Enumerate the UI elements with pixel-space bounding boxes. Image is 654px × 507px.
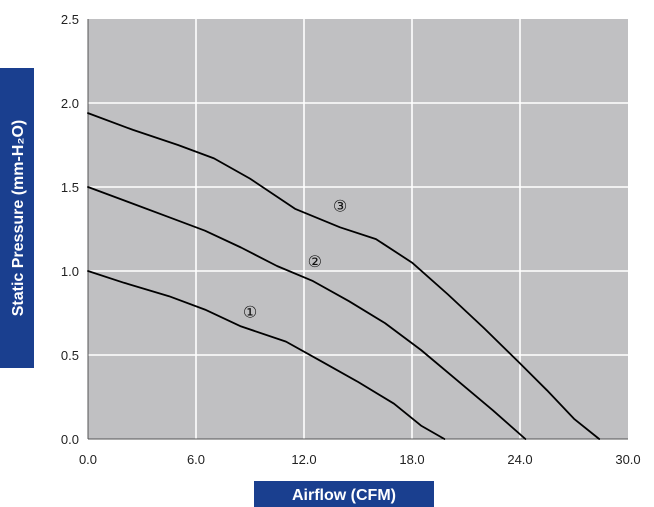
x-axis-title-text: Airflow (CFM) [292, 487, 396, 504]
x-tick-labels: 0.0 6.0 12.0 18.0 24.0 30.0 [79, 452, 641, 467]
x-tick-label: 0.0 [79, 452, 97, 467]
curves [87, 112, 601, 440]
grid-lines [88, 19, 628, 439]
y-tick-label: 0.5 [61, 348, 79, 363]
x-tick-label: 6.0 [187, 452, 205, 467]
x-axis-title: Airflow (CFM) [254, 481, 434, 507]
y-tick-label: 0.0 [61, 432, 79, 447]
y-tick-label: 1.0 [61, 264, 79, 279]
plot-frame [87, 19, 628, 440]
x-tick-label: 30.0 [615, 452, 640, 467]
fan-curve-1 [87, 270, 446, 440]
curve-label-2: ② [308, 252, 322, 271]
y-axis-title-text: Static Pressure (mm-H₂O) [10, 120, 27, 317]
y-axis-title-background [0, 68, 34, 368]
y-tick-label: 1.5 [61, 180, 79, 195]
y-tick-label: 2.0 [61, 96, 79, 111]
curve-label-1: ① [243, 303, 257, 322]
y-axis-title: Static Pressure (mm-H₂O) [0, 68, 34, 368]
x-axis-title-background [254, 481, 434, 507]
x-tick-label: 18.0 [399, 452, 424, 467]
x-tick-label: 24.0 [507, 452, 532, 467]
fan-curve-2 [87, 186, 527, 440]
plot-area [88, 19, 628, 439]
curve-label-3: ③ [333, 197, 347, 216]
fan-curve-3 [87, 112, 601, 440]
x-tick-label: 12.0 [291, 452, 316, 467]
curve-labels: ① ② ③ [243, 197, 347, 322]
y-tick-labels: 0.0 0.5 1.0 1.5 2.0 2.5 [61, 12, 79, 447]
y-tick-label: 2.5 [61, 12, 79, 27]
